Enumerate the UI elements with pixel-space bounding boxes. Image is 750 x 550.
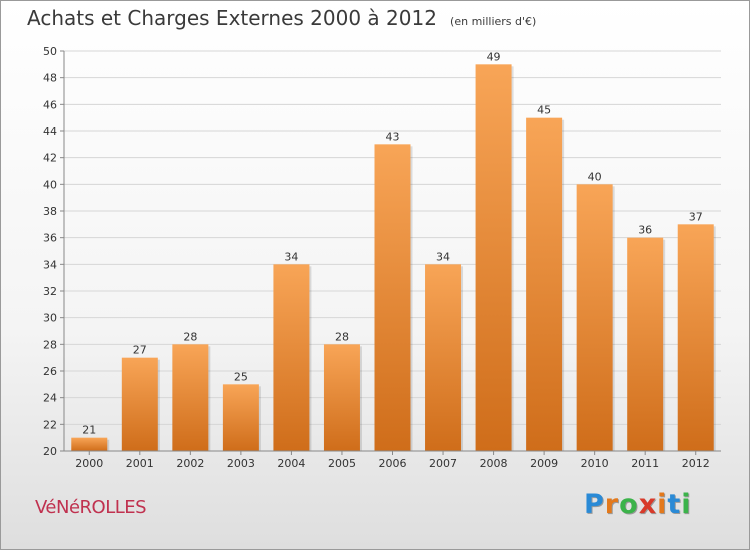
- bar-2005: [323, 344, 360, 451]
- x-tick-label: 2001: [126, 457, 154, 470]
- y-tick-label: 22: [43, 418, 57, 431]
- data-label: 36: [638, 224, 652, 237]
- y-tick-label: 34: [43, 258, 57, 271]
- y-tick-label: 46: [43, 98, 57, 111]
- y-tick-label: 30: [43, 312, 57, 325]
- y-tick-label: 20: [43, 445, 57, 458]
- bar-2007: [425, 264, 462, 451]
- bar-2001: [121, 357, 158, 451]
- proxiti-logo[interactable]: Proxiti: [584, 489, 692, 520]
- y-tick-label: 42: [43, 152, 57, 165]
- chart-title-unit: (en milliers d'€): [450, 15, 537, 28]
- data-label: 21: [82, 424, 96, 437]
- data-label: 25: [234, 370, 248, 383]
- data-label: 27: [133, 344, 147, 357]
- bar-2008: [475, 64, 512, 452]
- data-label: 34: [284, 250, 298, 263]
- x-tick-label: 2002: [176, 457, 204, 470]
- y-tick-label: 36: [43, 232, 57, 245]
- data-label: 40: [588, 170, 602, 183]
- y-tick-label: 32: [43, 285, 57, 298]
- data-label: 28: [335, 330, 349, 343]
- logo-letter: i: [681, 489, 692, 520]
- x-tick-label: 2012: [682, 457, 710, 470]
- x-tick-label: 2006: [379, 457, 407, 470]
- data-label: 34: [436, 250, 450, 263]
- bar-2011: [627, 237, 664, 451]
- data-label: 37: [689, 210, 703, 223]
- y-tick-label: 48: [43, 72, 57, 85]
- y-tick-label: 26: [43, 365, 57, 378]
- bar-2000: [71, 437, 108, 451]
- logo-letter: x: [638, 489, 658, 520]
- commune-name: VéNéROLLES: [35, 497, 147, 518]
- x-tick-label: 2004: [277, 457, 305, 470]
- x-tick-label: 2011: [631, 457, 659, 470]
- y-tick-label: 24: [43, 392, 57, 405]
- x-tick-label: 2005: [328, 457, 356, 470]
- y-tick-label: 28: [43, 338, 57, 351]
- logo-letter: o: [619, 489, 639, 520]
- bar-2006: [374, 144, 411, 452]
- logo-letter: t: [667, 489, 682, 520]
- logo-letter: i: [657, 489, 668, 520]
- data-label: 43: [386, 130, 400, 143]
- x-tick-label: 2000: [75, 457, 103, 470]
- y-tick-label: 50: [43, 45, 57, 58]
- bar-2004: [273, 264, 310, 451]
- logo-letter: P: [584, 489, 605, 520]
- chart-title-main: Achats et Charges Externes 2000 à 2012: [27, 6, 437, 30]
- data-label: 49: [487, 50, 501, 63]
- bar-2010: [576, 184, 613, 452]
- x-tick-label: 2007: [429, 457, 457, 470]
- logo-letter: r: [604, 489, 620, 520]
- bar-2009: [526, 117, 563, 452]
- chart-title: Achats et Charges Externes 2000 à 2012 (…: [27, 6, 536, 30]
- data-label: 28: [183, 330, 197, 343]
- bar-2012: [677, 224, 714, 451]
- data-label: 45: [537, 104, 551, 117]
- bar-2002: [172, 344, 209, 451]
- bar-2003: [222, 384, 259, 451]
- x-tick-label: 2008: [480, 457, 508, 470]
- x-tick-label: 2003: [227, 457, 255, 470]
- y-tick-label: 44: [43, 125, 57, 138]
- x-tick-label: 2010: [581, 457, 609, 470]
- y-tick-label: 40: [43, 178, 57, 191]
- y-tick-label: 38: [43, 205, 57, 218]
- x-tick-label: 2009: [530, 457, 558, 470]
